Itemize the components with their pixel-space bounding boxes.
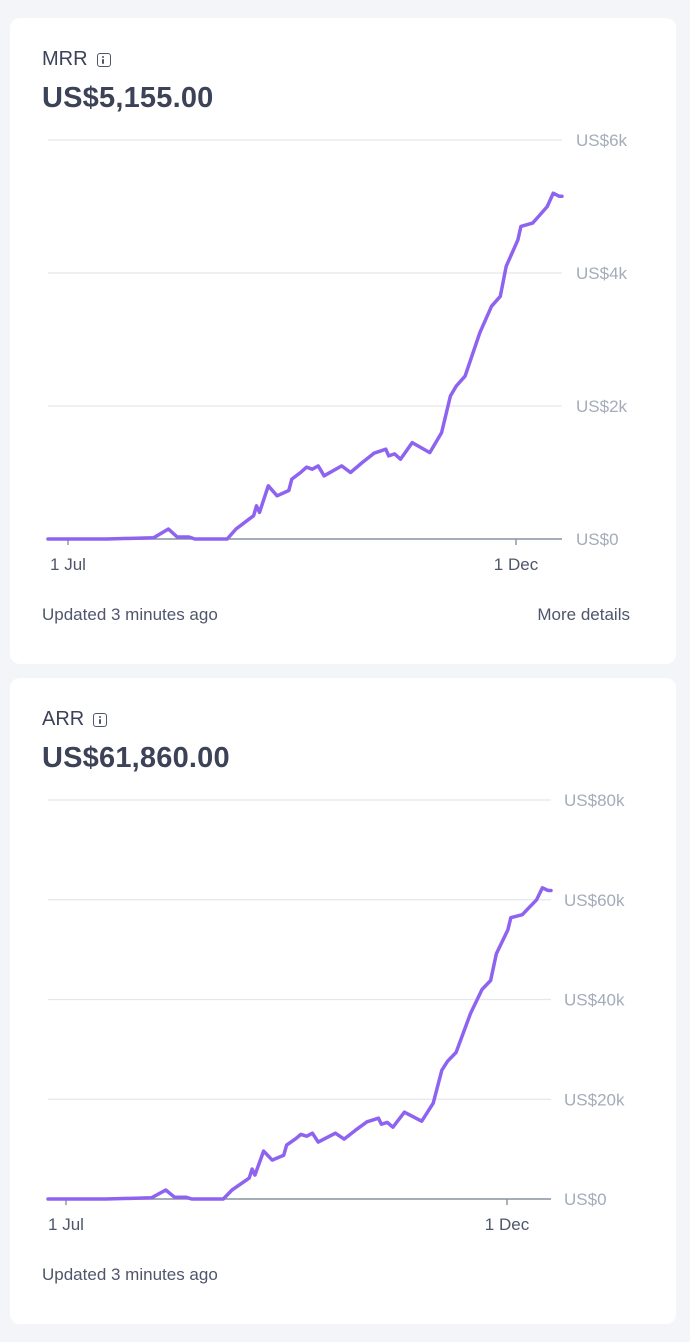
arr-header: ARR xyxy=(42,708,108,731)
y-tick-label: US$80k xyxy=(564,791,625,810)
mrr-card: MRR US$5,155.00 US$6k US$4k US$2k US$0 1 Jul… xyxy=(10,18,676,664)
series-line xyxy=(46,191,564,541)
mrr-header: MRR xyxy=(42,48,111,71)
arr-chart: US$80k US$60k US$40k US$20k US$0 1 Jul 1 Dec xyxy=(46,791,625,1234)
y-tick-label: US$4k xyxy=(576,264,628,283)
arr-label: ARR xyxy=(42,708,85,730)
mrr-label: MRR xyxy=(42,48,88,70)
info-icon[interactable] xyxy=(93,712,108,727)
y-tick-label: US$60k xyxy=(564,891,625,910)
more-details-link[interactable]: More details xyxy=(537,605,630,624)
y-tick-label: US$20k xyxy=(564,1090,625,1109)
y-tick-label: US$2k xyxy=(576,397,628,416)
y-tick-label: US$0 xyxy=(564,1190,607,1209)
mrr-updated-text: Updated 3 minutes ago xyxy=(42,605,218,624)
y-tick-label: US$6k xyxy=(576,131,628,150)
mrr-value: US$5,155.00 xyxy=(42,82,214,114)
mrr-chart: US$6k US$4k US$2k US$0 1 Jul 1 Dec xyxy=(46,131,628,574)
x-tick-label: 1 Jul xyxy=(50,555,86,574)
x-tick-label: 1 Dec xyxy=(494,555,539,574)
x-tick-label: 1 Jul xyxy=(48,1215,84,1234)
arr-card: ARR US$61,860.00 US$80k US$60k US$40k US$20… xyxy=(10,678,676,1324)
arr-value: US$61,860.00 xyxy=(42,742,230,774)
series-line xyxy=(46,886,553,1201)
y-tick-label: US$40k xyxy=(564,991,625,1010)
arr-updated-text: Updated 3 minutes ago xyxy=(42,1265,218,1284)
info-icon[interactable] xyxy=(96,52,111,67)
x-tick-label: 1 Dec xyxy=(485,1215,530,1234)
y-tick-label: US$0 xyxy=(576,530,619,549)
